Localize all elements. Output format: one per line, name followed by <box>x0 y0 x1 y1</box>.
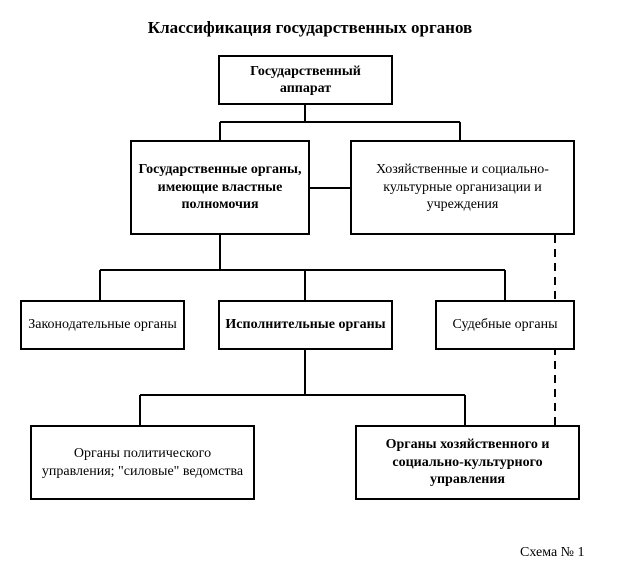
node-left1: Государственные органы, имеющие властные… <box>130 140 310 235</box>
node-root: Государственный аппарат <box>218 55 393 105</box>
node-pol: Органы политического управления; "силовы… <box>30 425 255 500</box>
node-econ: Органы хозяйственного и социально-культу… <box>355 425 580 500</box>
node-leg: Законодательные органы <box>20 300 185 350</box>
node-jud: Судебные органы <box>435 300 575 350</box>
node-right1: Хозяйственные и социально-культурные орг… <box>350 140 575 235</box>
diagram-canvas: Классификация государственных органов Гос… <box>0 0 617 570</box>
diagram-caption: Схема № 1 <box>520 545 585 561</box>
diagram-title: Классификация государственных органов <box>105 18 515 38</box>
node-exec: Исполнительные органы <box>218 300 393 350</box>
